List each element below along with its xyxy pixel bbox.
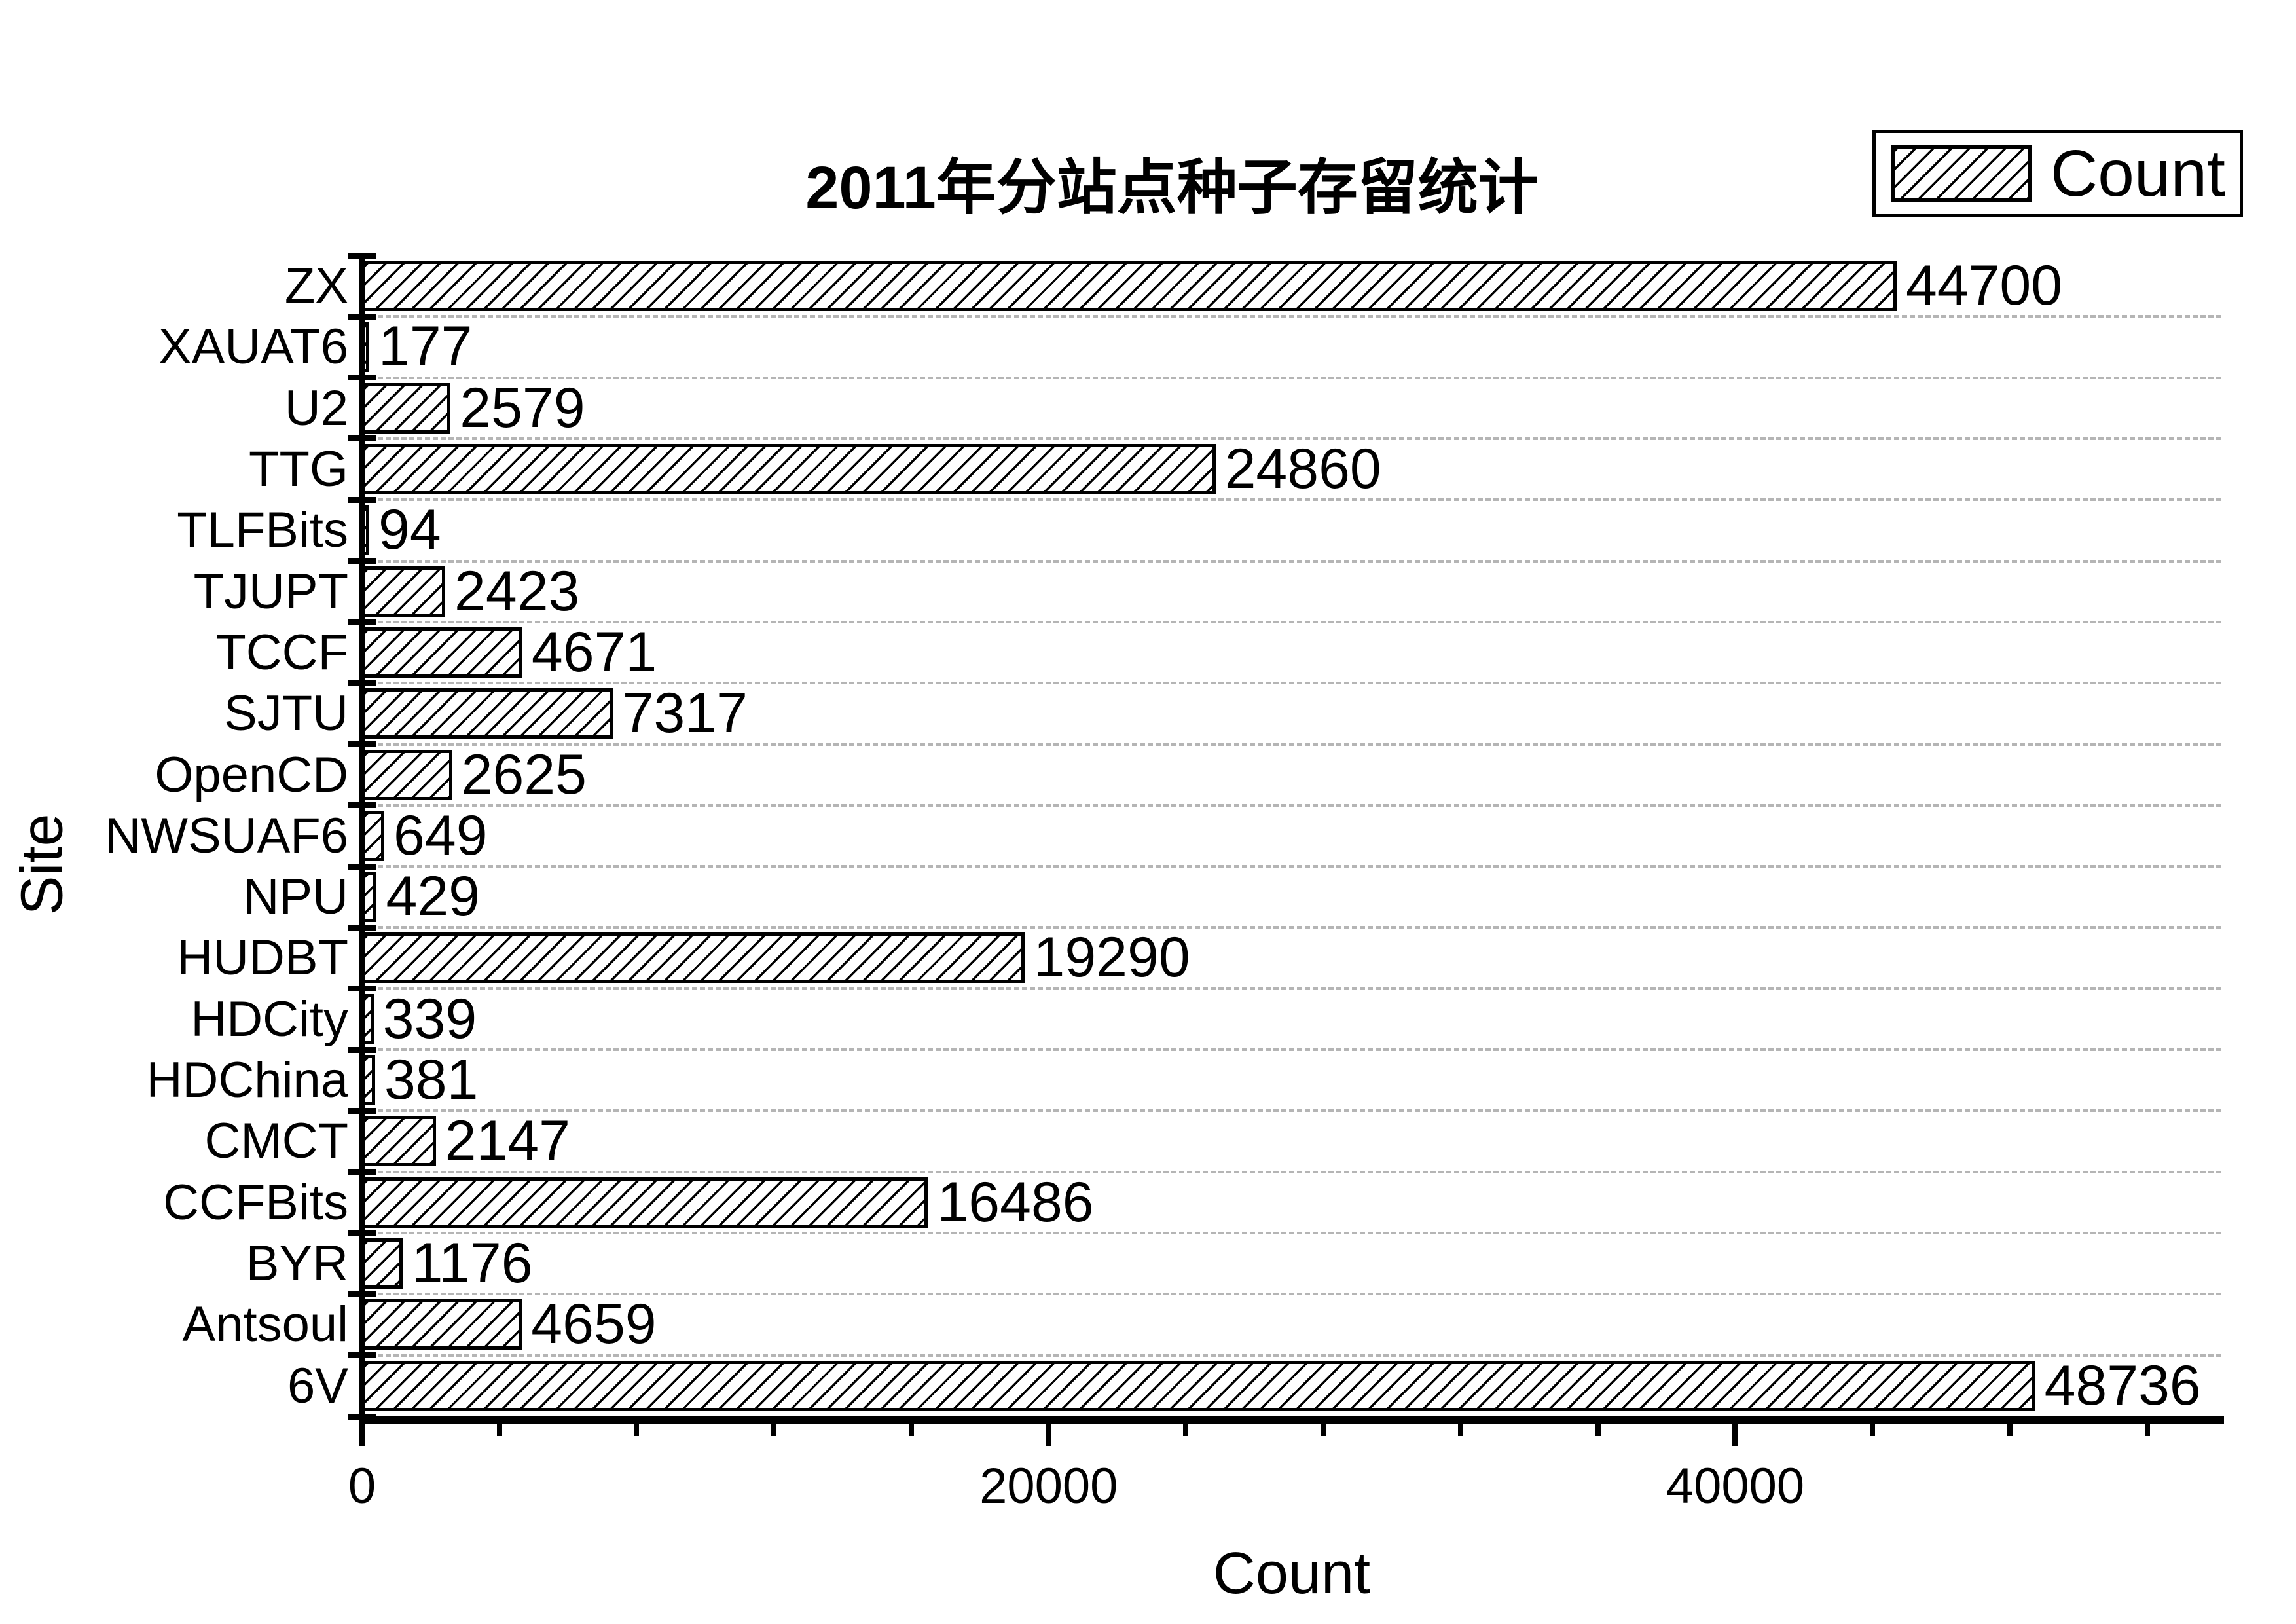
- category-label: TLFBits: [177, 502, 348, 559]
- bar: [362, 810, 385, 861]
- legend-hatch-swatch-icon: [1891, 145, 2032, 202]
- category-label: TTG: [249, 441, 348, 497]
- x-axis-minor-tick: [496, 1424, 502, 1436]
- category-label: HDCity: [191, 991, 348, 1047]
- x-axis-minor-tick: [2007, 1424, 2013, 1436]
- bar-value-label: 48736: [2044, 1354, 2201, 1417]
- gridline: [362, 987, 2221, 990]
- x-axis-minor-tick: [1183, 1424, 1189, 1436]
- bar-value-label: 649: [393, 803, 488, 867]
- gridline: [362, 803, 2221, 807]
- bar-value-label: 177: [378, 315, 473, 378]
- gridline: [362, 1048, 2221, 1052]
- bar: [362, 1116, 436, 1167]
- bar-value-label: 2579: [460, 376, 585, 439]
- gridline: [362, 1293, 2221, 1296]
- gridline: [362, 682, 2221, 685]
- x-axis-tick-label: 0: [348, 1458, 376, 1514]
- bar: [362, 261, 1897, 311]
- category-label: TJUPT: [193, 563, 348, 619]
- bar-value-label: 2423: [454, 559, 580, 623]
- category-label: NPU: [243, 869, 348, 925]
- bar-value-label: 19290: [1033, 926, 1190, 989]
- bar-value-label: 339: [382, 987, 477, 1050]
- x-axis-minor-tick: [1595, 1424, 1601, 1436]
- bar-value-label: 4671: [531, 620, 657, 684]
- bar: [362, 1360, 2035, 1411]
- y-axis-line: [359, 255, 365, 1424]
- gridline: [362, 743, 2221, 746]
- bar-value-label: 2625: [461, 743, 587, 806]
- category-label: BYR: [246, 1236, 348, 1292]
- bar: [362, 1238, 403, 1289]
- bar-value-label: 381: [384, 1048, 479, 1112]
- bar-value-label: 429: [386, 865, 480, 929]
- x-axis-minor-tick: [771, 1424, 777, 1436]
- x-axis-minor-tick: [2144, 1424, 2150, 1436]
- bar: [362, 932, 1025, 984]
- bar-value-label: 16486: [937, 1170, 1094, 1234]
- bar: [362, 749, 452, 800]
- gridline: [362, 1232, 2221, 1235]
- x-axis-major-tick: [1732, 1424, 1738, 1446]
- bar-value-label: 4659: [531, 1293, 657, 1356]
- bar: [362, 688, 613, 739]
- gridline: [362, 559, 2221, 563]
- category-label: CCFBits: [163, 1174, 348, 1230]
- bar: [362, 627, 522, 678]
- category-label: HUDBT: [177, 930, 348, 986]
- y-axis-title: Site: [9, 813, 75, 915]
- bar: [362, 382, 451, 434]
- gridline: [362, 376, 2221, 379]
- bar: [362, 443, 1216, 494]
- x-axis-title: Count: [1212, 1541, 1371, 1606]
- x-axis-minor-tick: [1457, 1424, 1463, 1436]
- gridline: [362, 498, 2221, 502]
- bar-value-label: 1176: [411, 1232, 533, 1295]
- x-axis-tick-label: 40000: [1666, 1458, 1805, 1514]
- bar: [362, 566, 446, 617]
- gridline: [362, 1354, 2221, 1357]
- bar-value-label: 2147: [445, 1109, 570, 1173]
- bar-value-label: 44700: [1905, 254, 2063, 317]
- gridline: [362, 1109, 2221, 1113]
- category-label: U2: [284, 380, 348, 436]
- category-label: CMCT: [204, 1113, 348, 1170]
- bar-value-label: 7317: [622, 682, 748, 745]
- bar: [362, 1177, 928, 1228]
- legend: Count: [1872, 130, 2243, 217]
- gridline: [362, 315, 2221, 318]
- gridline: [362, 1170, 2221, 1173]
- x-axis-minor-tick: [634, 1424, 640, 1436]
- x-axis-major-tick: [1046, 1424, 1052, 1446]
- legend-label: Count: [2050, 137, 2225, 210]
- gridline: [362, 620, 2221, 623]
- bar-value-label: 94: [378, 498, 441, 562]
- gridline: [362, 865, 2221, 868]
- x-axis-minor-tick: [908, 1424, 914, 1436]
- x-axis-line: [359, 1416, 2224, 1424]
- bar-value-label: 24860: [1224, 437, 1381, 500]
- gridline: [362, 926, 2221, 929]
- category-label: SJTU: [224, 686, 348, 742]
- category-label: HDChina: [146, 1052, 348, 1109]
- bar: [362, 1299, 522, 1350]
- x-axis-tick-label: 20000: [979, 1458, 1118, 1514]
- x-axis-minor-tick: [1321, 1424, 1326, 1436]
- category-label: XAUAT6: [158, 319, 348, 375]
- x-axis-minor-tick: [1870, 1424, 1876, 1436]
- gridline: [362, 437, 2221, 440]
- category-label: Antsoul: [182, 1297, 349, 1353]
- category-label: ZX: [284, 258, 348, 314]
- category-label: TCCF: [215, 624, 348, 680]
- category-label: NWSUAF6: [105, 807, 348, 864]
- category-label: OpenCD: [155, 747, 348, 803]
- category-label: 6V: [287, 1357, 348, 1414]
- chart-title: 2011年分站点种子存留统计: [805, 155, 1539, 221]
- x-axis-major-tick: [359, 1424, 365, 1446]
